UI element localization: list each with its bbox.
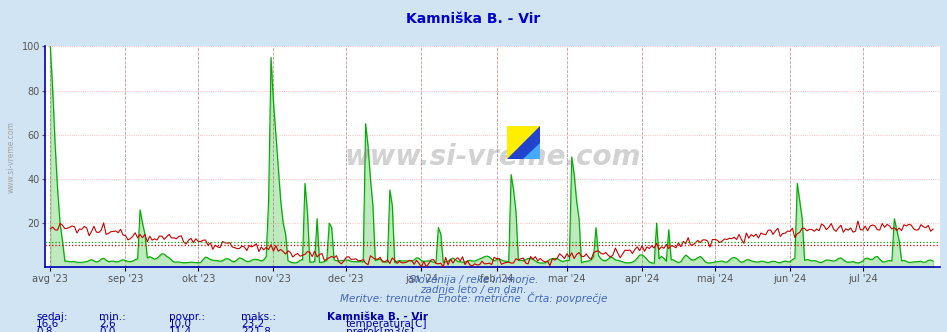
Text: Meritve: trenutne  Enote: metrične  Črta: povprečje: Meritve: trenutne Enote: metrične Črta: … (340, 292, 607, 304)
Text: www.si-vreme.com: www.si-vreme.com (345, 143, 641, 171)
Polygon shape (524, 143, 540, 159)
Text: zadnje leto / en dan.: zadnje leto / en dan. (420, 285, 527, 295)
Text: 0,0: 0,0 (99, 327, 116, 332)
Text: 2,6: 2,6 (99, 319, 116, 329)
Text: min.:: min.: (99, 312, 126, 322)
Text: povpr.:: povpr.: (169, 312, 205, 322)
Text: maks.:: maks.: (241, 312, 277, 322)
Text: www.si-vreme.com: www.si-vreme.com (7, 121, 16, 193)
Text: 10,0: 10,0 (169, 319, 191, 329)
Text: 23,2: 23,2 (241, 319, 265, 329)
Text: 221,8: 221,8 (241, 327, 272, 332)
Text: pretok[m3/s]: pretok[m3/s] (346, 327, 414, 332)
Text: 11,4: 11,4 (169, 327, 192, 332)
Text: Kamniška B. - Vir: Kamniška B. - Vir (406, 12, 541, 26)
Polygon shape (507, 126, 540, 159)
Text: Kamniška B. - Vir: Kamniška B. - Vir (327, 312, 428, 322)
Text: Slovenija / reke in morje.: Slovenija / reke in morje. (409, 275, 538, 285)
Text: 16,6: 16,6 (36, 319, 60, 329)
Text: temperatura[C]: temperatura[C] (346, 319, 427, 329)
Polygon shape (507, 126, 540, 159)
Text: 0,8: 0,8 (36, 327, 52, 332)
Text: sedaj:: sedaj: (36, 312, 67, 322)
